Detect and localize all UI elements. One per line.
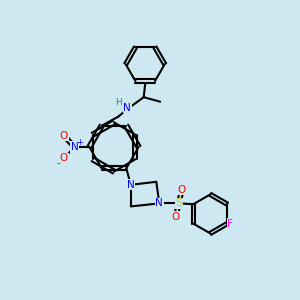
Text: H: H	[116, 98, 122, 107]
Text: +: +	[76, 138, 83, 147]
Text: S: S	[175, 198, 182, 208]
Text: O: O	[172, 212, 180, 222]
Text: -: -	[56, 158, 61, 168]
Text: N: N	[127, 180, 135, 190]
Text: N: N	[70, 142, 78, 152]
Text: F: F	[227, 219, 233, 229]
Text: O: O	[60, 130, 68, 141]
Text: N: N	[123, 103, 131, 113]
Text: O: O	[60, 153, 68, 164]
Text: O: O	[178, 185, 186, 195]
Text: N: N	[155, 198, 163, 208]
